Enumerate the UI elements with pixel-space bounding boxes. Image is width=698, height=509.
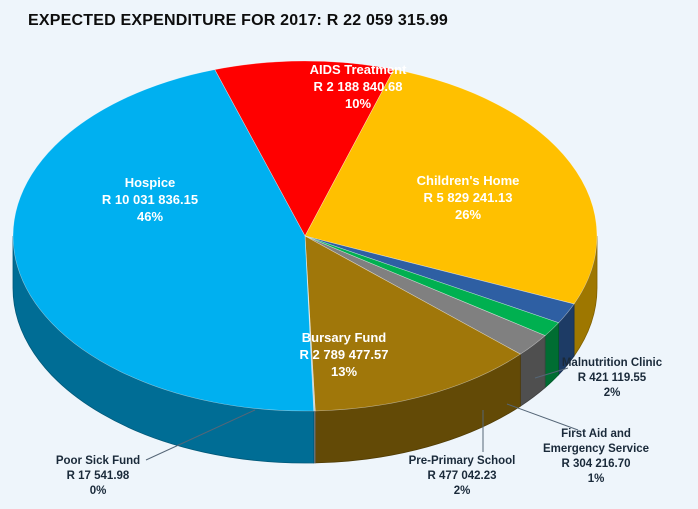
label-children-s-home: Children's Home R 5 829 241.13 26% [417,173,520,222]
slice-children-s-home [304,68,598,305]
label-pre-primary-school: Pre-Primary School R 477 042.23 2% [409,455,516,497]
leader-malnutrition-clinic [534,367,569,379]
label-aids-treatment: AIDS Treatment R 2 188 840.68 10% [310,62,407,111]
slice-bursary-fund [304,235,521,412]
label-bursary-fund: Bursary Fund R 2 789 477.57 13% [300,330,389,379]
label-hospice: Hospice R 10 031 836.15 46% [102,175,198,224]
leader-first-aid-and-emergency-service [506,403,579,431]
chart-title: EXPECTED EXPENDITURE FOR 2017: R 22 059 … [28,12,449,29]
slice-hospice [12,69,315,412]
label-malnutrition-clinic: Malnutrition Clinic R 421 119.55 2% [562,357,663,399]
slice-aids-treatment [214,60,395,237]
leader-poor-sick-fund [145,409,256,461]
label-poor-sick-fund: Poor Sick Fund R 17 541.98 0% [56,455,140,497]
label-first-aid-and-emergency-service: First Aid and Emergency Service R 304 216.… [543,428,649,485]
